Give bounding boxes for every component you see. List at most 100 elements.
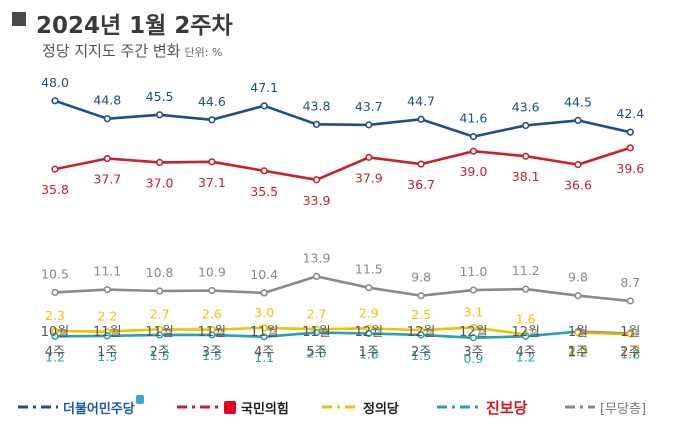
series-0-point-3 xyxy=(208,116,216,124)
x-tick-month-0: 10월 xyxy=(41,325,70,340)
legend-label-democratic: 더불어민주당 xyxy=(63,401,135,417)
series-2-point-11 xyxy=(626,297,634,305)
series-4-label-2: 1.5 xyxy=(150,348,170,363)
series-0-label-2: 45.5 xyxy=(146,89,174,104)
x-tick-week-11: 2주 xyxy=(620,345,640,360)
series-0-point-5 xyxy=(312,120,321,128)
series-1-point-7 xyxy=(417,160,425,168)
series-4-label-4: 1.1 xyxy=(254,350,274,365)
series-4-point-7 xyxy=(417,331,425,339)
series-5-line xyxy=(577,331,631,336)
series-3-label-9: 1.6 xyxy=(516,311,536,326)
series-2-label-4: 10.4 xyxy=(250,267,278,282)
series-3-label-1: 2.2 xyxy=(97,309,117,324)
series-1-point-5 xyxy=(312,176,321,184)
legend-item-justice: 정의당 xyxy=(322,392,399,422)
series-3-label-2: 2.7 xyxy=(150,306,170,321)
series-0-label-6: 43.7 xyxy=(355,99,383,114)
title-square-icon xyxy=(12,12,26,26)
series-4-label-7: 1.5 xyxy=(411,348,431,363)
series-0-label-7: 44.7 xyxy=(407,93,435,108)
legend-line-ppp xyxy=(177,405,219,409)
series-3-point-8 xyxy=(469,323,478,331)
series-1-label-2: 37.0 xyxy=(146,175,174,190)
series-3-label-7: 2.5 xyxy=(411,307,431,322)
series-4-point-9 xyxy=(522,332,530,340)
series-0-label-9: 43.6 xyxy=(512,99,540,114)
x-tick-week-0: 4주 xyxy=(45,345,65,360)
series-4-label-1: 1.3 xyxy=(97,349,117,364)
series-3-label-0: 2.3 xyxy=(45,308,65,323)
series-4-label-11: 1.8 xyxy=(620,347,640,362)
series-0-point-0 xyxy=(51,97,59,105)
series-5-point-10 xyxy=(574,328,582,337)
x-tick-week-3: 3주 xyxy=(202,345,222,360)
series-2-point-1 xyxy=(103,286,111,294)
series-0-point-9 xyxy=(522,121,530,130)
series-2-point-5 xyxy=(312,272,321,280)
series-2-label-11: 8.7 xyxy=(620,275,640,290)
x-tick-week-4: 4주 xyxy=(254,345,274,360)
series-4-point-8 xyxy=(469,334,478,342)
series-0-label-10: 44.5 xyxy=(564,94,592,109)
legend-line-justice xyxy=(322,405,358,409)
series-1-label-9: 38.1 xyxy=(512,169,540,184)
x-tick-month-7: 12월 xyxy=(407,325,436,340)
series-3-label-4: 3.0 xyxy=(254,305,274,320)
x-tick-month-9: 12월 xyxy=(511,325,540,340)
series-4-label-5: 2.0 xyxy=(307,346,327,361)
series-4-label-10: 2.2 xyxy=(568,345,588,360)
unit-label: 단위: % xyxy=(184,46,223,59)
series-1-line xyxy=(54,146,631,182)
legend-line-progressive xyxy=(437,405,481,409)
series-2-point-3 xyxy=(208,286,216,295)
series-1-label-5: 33.9 xyxy=(303,193,331,208)
legend-item-progressive: 진보당 xyxy=(437,392,527,422)
x-tick-month-1: 11월 xyxy=(93,325,122,340)
legend-item-independent: [무당층] xyxy=(565,392,646,422)
democratic-flag-icon xyxy=(136,395,144,404)
series-1-label-6: 37.9 xyxy=(355,170,383,185)
series-0-point-7 xyxy=(417,115,425,123)
series-0-point-11 xyxy=(626,128,634,136)
series-0-label-3: 44.6 xyxy=(198,94,226,109)
series-2-point-4 xyxy=(260,289,268,297)
x-tick-week-5: 5주 xyxy=(306,345,326,360)
legend-item-democratic: 더불어민주당 xyxy=(18,392,144,422)
series-2-label-8: 11.0 xyxy=(459,264,487,279)
legend-line-independent xyxy=(565,405,595,409)
series-1-label-3: 37.1 xyxy=(198,175,226,190)
series-2-point-0 xyxy=(51,288,59,297)
series-3-label-8: 3.1 xyxy=(463,304,483,319)
subtitle-text: 정당 지지도 주간 변화 xyxy=(42,42,181,60)
x-tick-month-8: 12월 xyxy=(459,325,488,340)
series-2-point-10 xyxy=(574,292,582,300)
series-1-point-8 xyxy=(469,147,478,155)
series-1-point-3 xyxy=(208,158,216,166)
series-2-point-7 xyxy=(417,292,425,300)
series-0-point-6 xyxy=(365,121,373,129)
series-2-label-7: 9.8 xyxy=(411,270,431,285)
series-1-point-1 xyxy=(103,154,111,163)
series-0-point-4 xyxy=(260,102,268,110)
series-2-line xyxy=(54,275,631,303)
x-tick-week-2: 2주 xyxy=(149,345,169,360)
x-tick-week-6: 1주 xyxy=(359,345,379,360)
series-4-point-3 xyxy=(208,331,216,339)
series-0-label-11: 42.4 xyxy=(616,106,644,121)
series-1-label-8: 39.0 xyxy=(459,164,487,179)
x-tick-week-1: 1주 xyxy=(97,345,117,360)
legend-label-progressive: 진보당 xyxy=(486,398,528,417)
series-0-point-10 xyxy=(574,116,582,124)
series-4-label-3: 1.5 xyxy=(202,348,222,363)
series-1-label-7: 36.7 xyxy=(407,177,435,192)
series-1-point-4 xyxy=(260,167,268,175)
x-tick-week-7: 2주 xyxy=(411,345,431,360)
series-4-label-6: 1.8 xyxy=(359,347,379,362)
series-4-point-4 xyxy=(260,333,268,341)
series-2-label-10: 9.8 xyxy=(568,270,588,285)
series-3-label-6: 2.9 xyxy=(359,305,379,320)
legend-label-independent: [무당층] xyxy=(600,401,647,417)
series-0-point-1 xyxy=(103,115,111,123)
x-tick-month-4: 11월 xyxy=(250,325,279,340)
